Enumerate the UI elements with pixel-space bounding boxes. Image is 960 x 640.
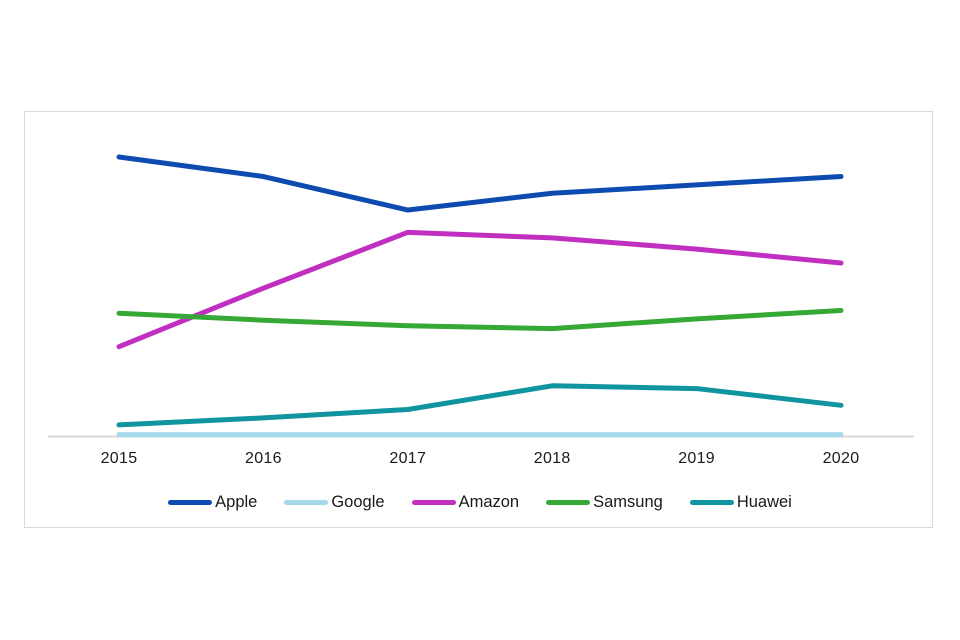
chart-card: 2015 2016 2017 2018 2019 2020 Apple Google Amaz…	[24, 111, 933, 528]
legend-item-samsung: Samsung	[546, 492, 663, 512]
series-line-samsung	[116, 307, 844, 332]
legend-swatch-samsung	[546, 499, 591, 505]
legend-label: Samsung	[593, 493, 663, 511]
x-axis-label-2016: 2016	[244, 450, 282, 467]
legend-item-huawei: Huawei	[689, 492, 792, 512]
legend: Apple Google Amazon Samsung Huawei	[25, 492, 935, 512]
legend-swatch-huawei	[689, 499, 734, 505]
series-line-apple	[116, 154, 844, 213]
x-axis-label-2020: 2020	[822, 450, 860, 467]
legend-label: Apple	[215, 493, 258, 511]
x-axis-labels: 2015 2016 2017 2018 2019 2020	[25, 449, 935, 471]
legend-swatch-google	[284, 499, 329, 505]
x-axis-label-2018: 2018	[533, 450, 571, 467]
legend-swatch-amazon	[411, 499, 456, 505]
legend-label: Huawei	[736, 493, 792, 511]
legend-item-amazon: Amazon	[411, 492, 520, 512]
legend-label: Amazon	[458, 493, 520, 511]
series-line-amazon	[116, 229, 844, 350]
x-axis-label-2015: 2015	[100, 450, 138, 467]
legend-label: Google	[331, 493, 385, 511]
series-line-huawei	[116, 383, 844, 428]
x-axis-label-2019: 2019	[678, 450, 715, 467]
line-chart-plot	[48, 154, 914, 438]
legend-item-apple: Apple	[168, 492, 257, 512]
x-axis-label-2017: 2017	[389, 450, 427, 467]
legend-swatch-apple	[168, 499, 213, 505]
legend-item-google: Google	[284, 492, 385, 512]
